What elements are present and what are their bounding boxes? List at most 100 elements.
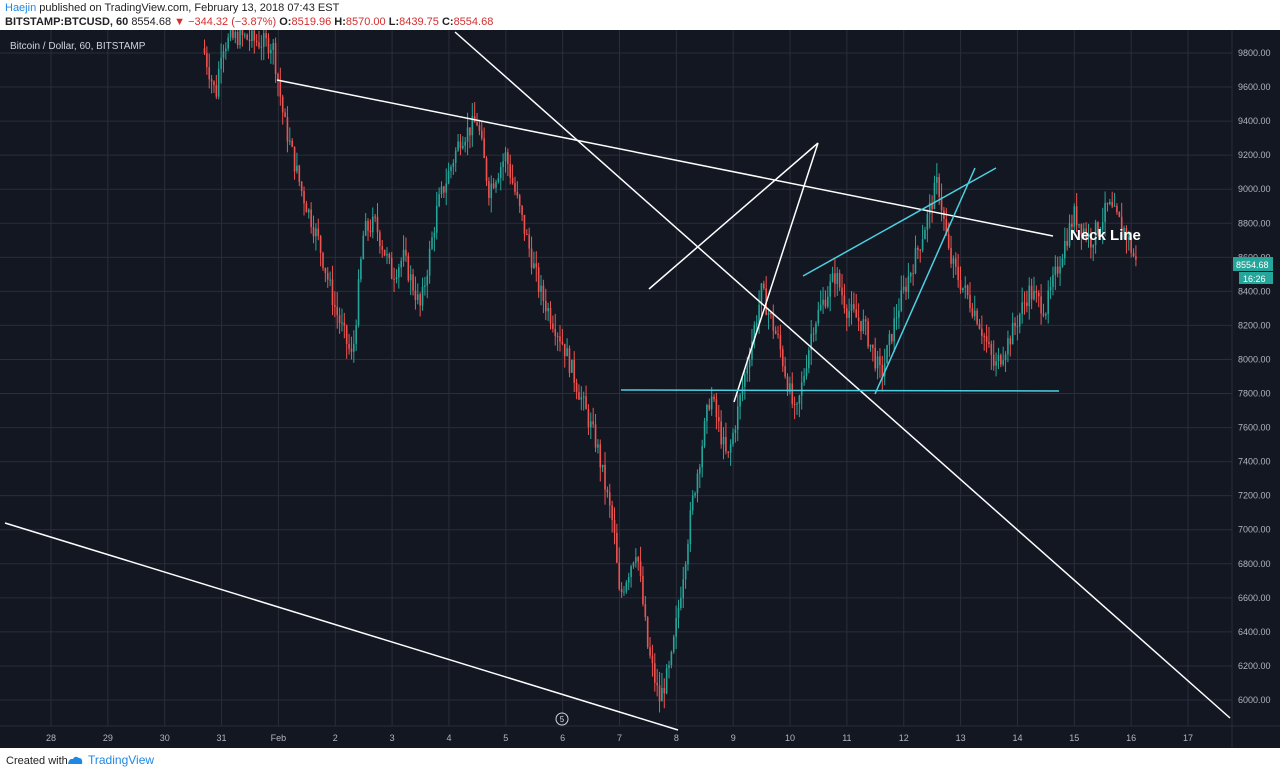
candle-body	[907, 276, 910, 292]
candle-body	[978, 323, 981, 329]
y-tick-label: 7200.00	[1238, 491, 1271, 501]
candle-body	[1118, 212, 1121, 217]
footer: Created with TradingView	[0, 748, 1280, 773]
candle-body	[213, 81, 215, 86]
candle-body	[507, 152, 509, 165]
candle-body	[900, 290, 903, 311]
publish-line: Haejin published on TradingView.com, Feb…	[5, 2, 339, 14]
candle-body	[789, 383, 791, 392]
candle-body	[971, 308, 974, 317]
x-tick-label: 17	[1183, 733, 1193, 743]
candle-body	[421, 286, 424, 306]
candle-body	[893, 318, 895, 342]
candle-body	[364, 220, 367, 236]
candle-body	[483, 138, 485, 159]
candle-body	[492, 183, 495, 188]
candle-body	[284, 112, 286, 117]
pitchfork-right-line[interactable]	[733, 142, 819, 403]
bar-countdown-label: 16:26	[1243, 274, 1266, 284]
candle-body	[997, 355, 1000, 362]
candle-body	[239, 28, 241, 46]
author-link[interactable]: Haejin	[5, 2, 37, 14]
candle-body	[625, 582, 628, 592]
pitchfork-upper-line[interactable]	[648, 142, 819, 290]
trendlines[interactable]	[4, 31, 1231, 731]
wedge-upper-line[interactable]	[802, 167, 997, 277]
descending-trendline[interactable]	[454, 31, 1231, 719]
candle-body	[734, 429, 737, 433]
candle-body	[793, 403, 796, 405]
candle-body	[717, 417, 720, 422]
candle-body	[587, 409, 590, 428]
candle-body	[606, 489, 609, 493]
current-price-label: 8554.68	[1236, 260, 1269, 270]
candle-body	[817, 309, 820, 324]
candle-body	[317, 228, 320, 237]
candle-body	[279, 81, 282, 97]
support-line[interactable]	[620, 389, 1060, 392]
candle-body	[668, 665, 670, 669]
candle-body	[409, 274, 412, 281]
low-value: 8439.75	[399, 16, 439, 28]
low-label: L:	[388, 16, 400, 28]
price-chart[interactable]: Bitcoin / Dollar, 60, BITSTAMP 9800.0096…	[0, 17, 1280, 748]
x-tick-label: 31	[217, 733, 227, 743]
candle-body	[424, 285, 426, 287]
candle-body	[478, 125, 481, 131]
candle-body	[954, 258, 957, 267]
candle-body	[914, 247, 917, 274]
candle-body	[1054, 266, 1057, 275]
candle-body	[876, 356, 879, 369]
candle-body	[485, 158, 488, 182]
candle-body	[272, 43, 275, 50]
y-tick-label: 6600.00	[1238, 593, 1271, 603]
candle-body	[374, 216, 376, 218]
candle-body	[616, 532, 618, 563]
candle-body	[353, 343, 355, 352]
neck-line[interactable]	[276, 79, 1054, 237]
candle-body	[369, 230, 372, 233]
candle-body	[357, 279, 360, 326]
candle-body	[310, 209, 312, 228]
open-value: 8519.96	[291, 16, 332, 28]
y-tick-label: 6400.00	[1238, 627, 1271, 637]
tradingview-link[interactable]: TradingView	[88, 753, 155, 767]
candle-body	[772, 313, 775, 331]
wave-5-label: 5	[560, 715, 565, 724]
candle-body	[1073, 206, 1076, 227]
wave-5-marker: 5	[555, 712, 569, 726]
candle-body	[753, 325, 756, 342]
candle-body	[751, 341, 753, 360]
candle-body	[928, 202, 931, 214]
lower-channel-line[interactable]	[4, 522, 679, 731]
candle-body	[642, 575, 644, 605]
y-tick-label: 7600.00	[1238, 423, 1271, 433]
price-axis[interactable]	[1232, 30, 1280, 748]
candle-body	[580, 397, 583, 400]
candle-body	[684, 564, 687, 580]
candle-body	[471, 116, 474, 136]
candle-body	[322, 252, 324, 268]
candle-body	[945, 218, 948, 235]
candle-body	[962, 287, 964, 291]
candle-body	[1106, 202, 1109, 205]
wedge-lower-line[interactable]	[874, 167, 976, 395]
candle-body	[919, 249, 922, 251]
candle-body	[703, 421, 706, 446]
candle-body	[895, 317, 898, 319]
candle-body	[834, 273, 836, 284]
candle-body	[440, 186, 443, 195]
candle-body	[597, 444, 599, 448]
candle-body	[864, 319, 867, 322]
candle-body	[649, 647, 651, 656]
candle-body	[251, 30, 253, 42]
candle-body	[480, 130, 483, 139]
candle-body	[872, 344, 874, 349]
candle-body	[755, 322, 758, 326]
candle-body	[601, 464, 604, 468]
chart-area[interactable]: Bitcoin / Dollar, 60, BITSTAMP 9800.00 96…	[0, 17, 1280, 748]
candle-body	[395, 277, 398, 279]
candle-body	[781, 349, 784, 367]
y-tick-label: 6000.00	[1238, 695, 1271, 705]
candle-body	[779, 335, 782, 350]
